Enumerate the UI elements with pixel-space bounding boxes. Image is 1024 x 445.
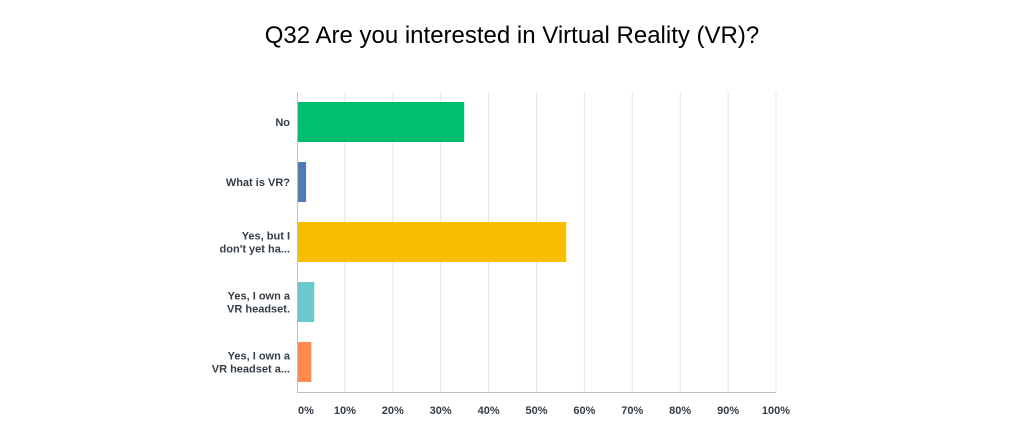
category-label: Yes, I own a VR headset. [227, 291, 291, 316]
x-tick-label: 70% [621, 405, 643, 417]
x-tick-label: 60% [573, 405, 595, 417]
x-tick-label: 10% [334, 405, 356, 417]
bars [298, 102, 567, 382]
x-tick-label: 90% [717, 405, 739, 417]
x-tick-label: 30% [430, 405, 452, 417]
category-label: Yes, I own a VR headset a... [212, 351, 291, 376]
bar[interactable] [298, 342, 312, 382]
bar[interactable] [298, 162, 307, 202]
bar[interactable] [298, 102, 465, 142]
chart-title: Q32 Are you interested in Virtual Realit… [264, 22, 760, 49]
x-tick-label: 100% [762, 405, 790, 417]
bar[interactable] [298, 222, 567, 262]
tick-labels: 0% 10% 20% 30% 40% 50% 60% 70% 80% 90% 100% [298, 405, 790, 417]
x-tick-label: 80% [669, 405, 691, 417]
bar[interactable] [298, 282, 315, 322]
x-tick-label: 40% [478, 405, 500, 417]
category-label: No [275, 117, 290, 129]
x-tick-label: 0% [298, 405, 314, 417]
x-tick-label: 20% [382, 405, 404, 417]
x-tick-label: 50% [525, 405, 547, 417]
category-label: What is VR? [226, 177, 290, 189]
